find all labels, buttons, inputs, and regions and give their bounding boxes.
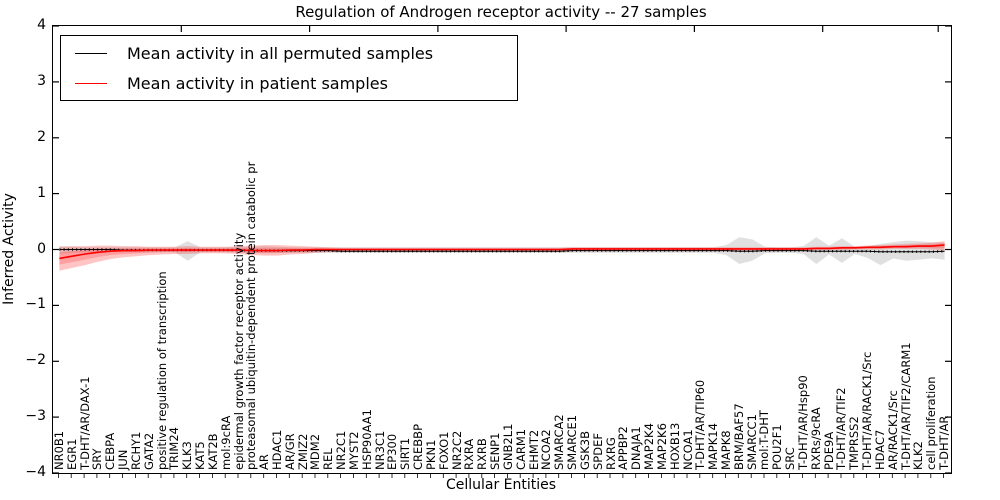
x-axis-label: Cellular Entities bbox=[445, 477, 557, 493]
chart-title: Regulation of Androgen receptor activity… bbox=[295, 3, 707, 21]
x-tick-label: GSK3B bbox=[577, 431, 592, 470]
x-axis-outer-ticks bbox=[58, 473, 944, 478]
legend-label-permuted: Mean activity in all permuted samples bbox=[127, 43, 434, 63]
legend-label-patient: Mean activity in patient samples bbox=[127, 73, 388, 93]
x-tick-label: MAP2K6 bbox=[654, 423, 669, 470]
x-tick-label: HDAC7 bbox=[872, 429, 887, 470]
legend-entry-patient: Mean activity in patient samples bbox=[61, 68, 517, 98]
x-tick-label: GATA2 bbox=[141, 432, 156, 470]
x-tick-label: mol:9cRA bbox=[218, 415, 233, 470]
x-tick-label: T-DHT/AR bbox=[937, 415, 952, 470]
x-tick-label: PKN1 bbox=[423, 439, 438, 470]
y-tick-label: −2 bbox=[25, 352, 46, 369]
y-tick-label: 1 bbox=[37, 184, 46, 201]
y-tick-label: −4 bbox=[25, 464, 46, 480]
y-tick-label: 4 bbox=[37, 17, 46, 33]
x-tick-label: BRM/BAF57 bbox=[731, 403, 746, 470]
plot-area: NR0B1 EGR1 T-DHT/AR/DAX-1 SRY CEBPA JUN RCHY1 G… bbox=[52, 25, 952, 474]
x-tick-label: CARM1 bbox=[513, 428, 528, 470]
y-tick-label: −1 bbox=[25, 296, 46, 313]
legend-entry-permuted: Mean activity in all permuted samples bbox=[61, 38, 517, 68]
x-tick-label: AR/RACK1/Src bbox=[885, 390, 900, 470]
x-tick-label: RCHY1 bbox=[128, 431, 143, 470]
x-tick-label: NR0B1 bbox=[52, 430, 66, 470]
y-tick-label: 3 bbox=[37, 72, 46, 89]
x-tick-label: RXRs/9cRA bbox=[808, 407, 823, 470]
x-tick-label: KAT2B bbox=[205, 433, 220, 470]
y-tick-label: −3 bbox=[25, 408, 46, 425]
x-tick-label: HSP90AA1 bbox=[359, 409, 374, 470]
x-tick-label: GNB2L1 bbox=[500, 423, 515, 470]
legend-line-red bbox=[75, 82, 107, 84]
x-tick-label: EGR1 bbox=[64, 438, 79, 471]
y-tick-label: 0 bbox=[37, 240, 46, 257]
line-patient bbox=[59, 244, 945, 260]
legend-line-black bbox=[75, 52, 107, 54]
x-tick-label: SPDEF bbox=[590, 433, 605, 470]
x-tick-label: HOXB13 bbox=[667, 422, 682, 470]
legend: Mean activity in all permuted samples Me… bbox=[60, 35, 518, 101]
x-tick-label: FOXO1 bbox=[436, 431, 451, 470]
plot-canvas bbox=[53, 26, 951, 473]
y-tick-label: 2 bbox=[37, 128, 46, 145]
x-tick-label: proteasomal ubiquitin-dependent protein … bbox=[244, 161, 259, 470]
x-tick-label: AR/GR bbox=[282, 433, 297, 470]
